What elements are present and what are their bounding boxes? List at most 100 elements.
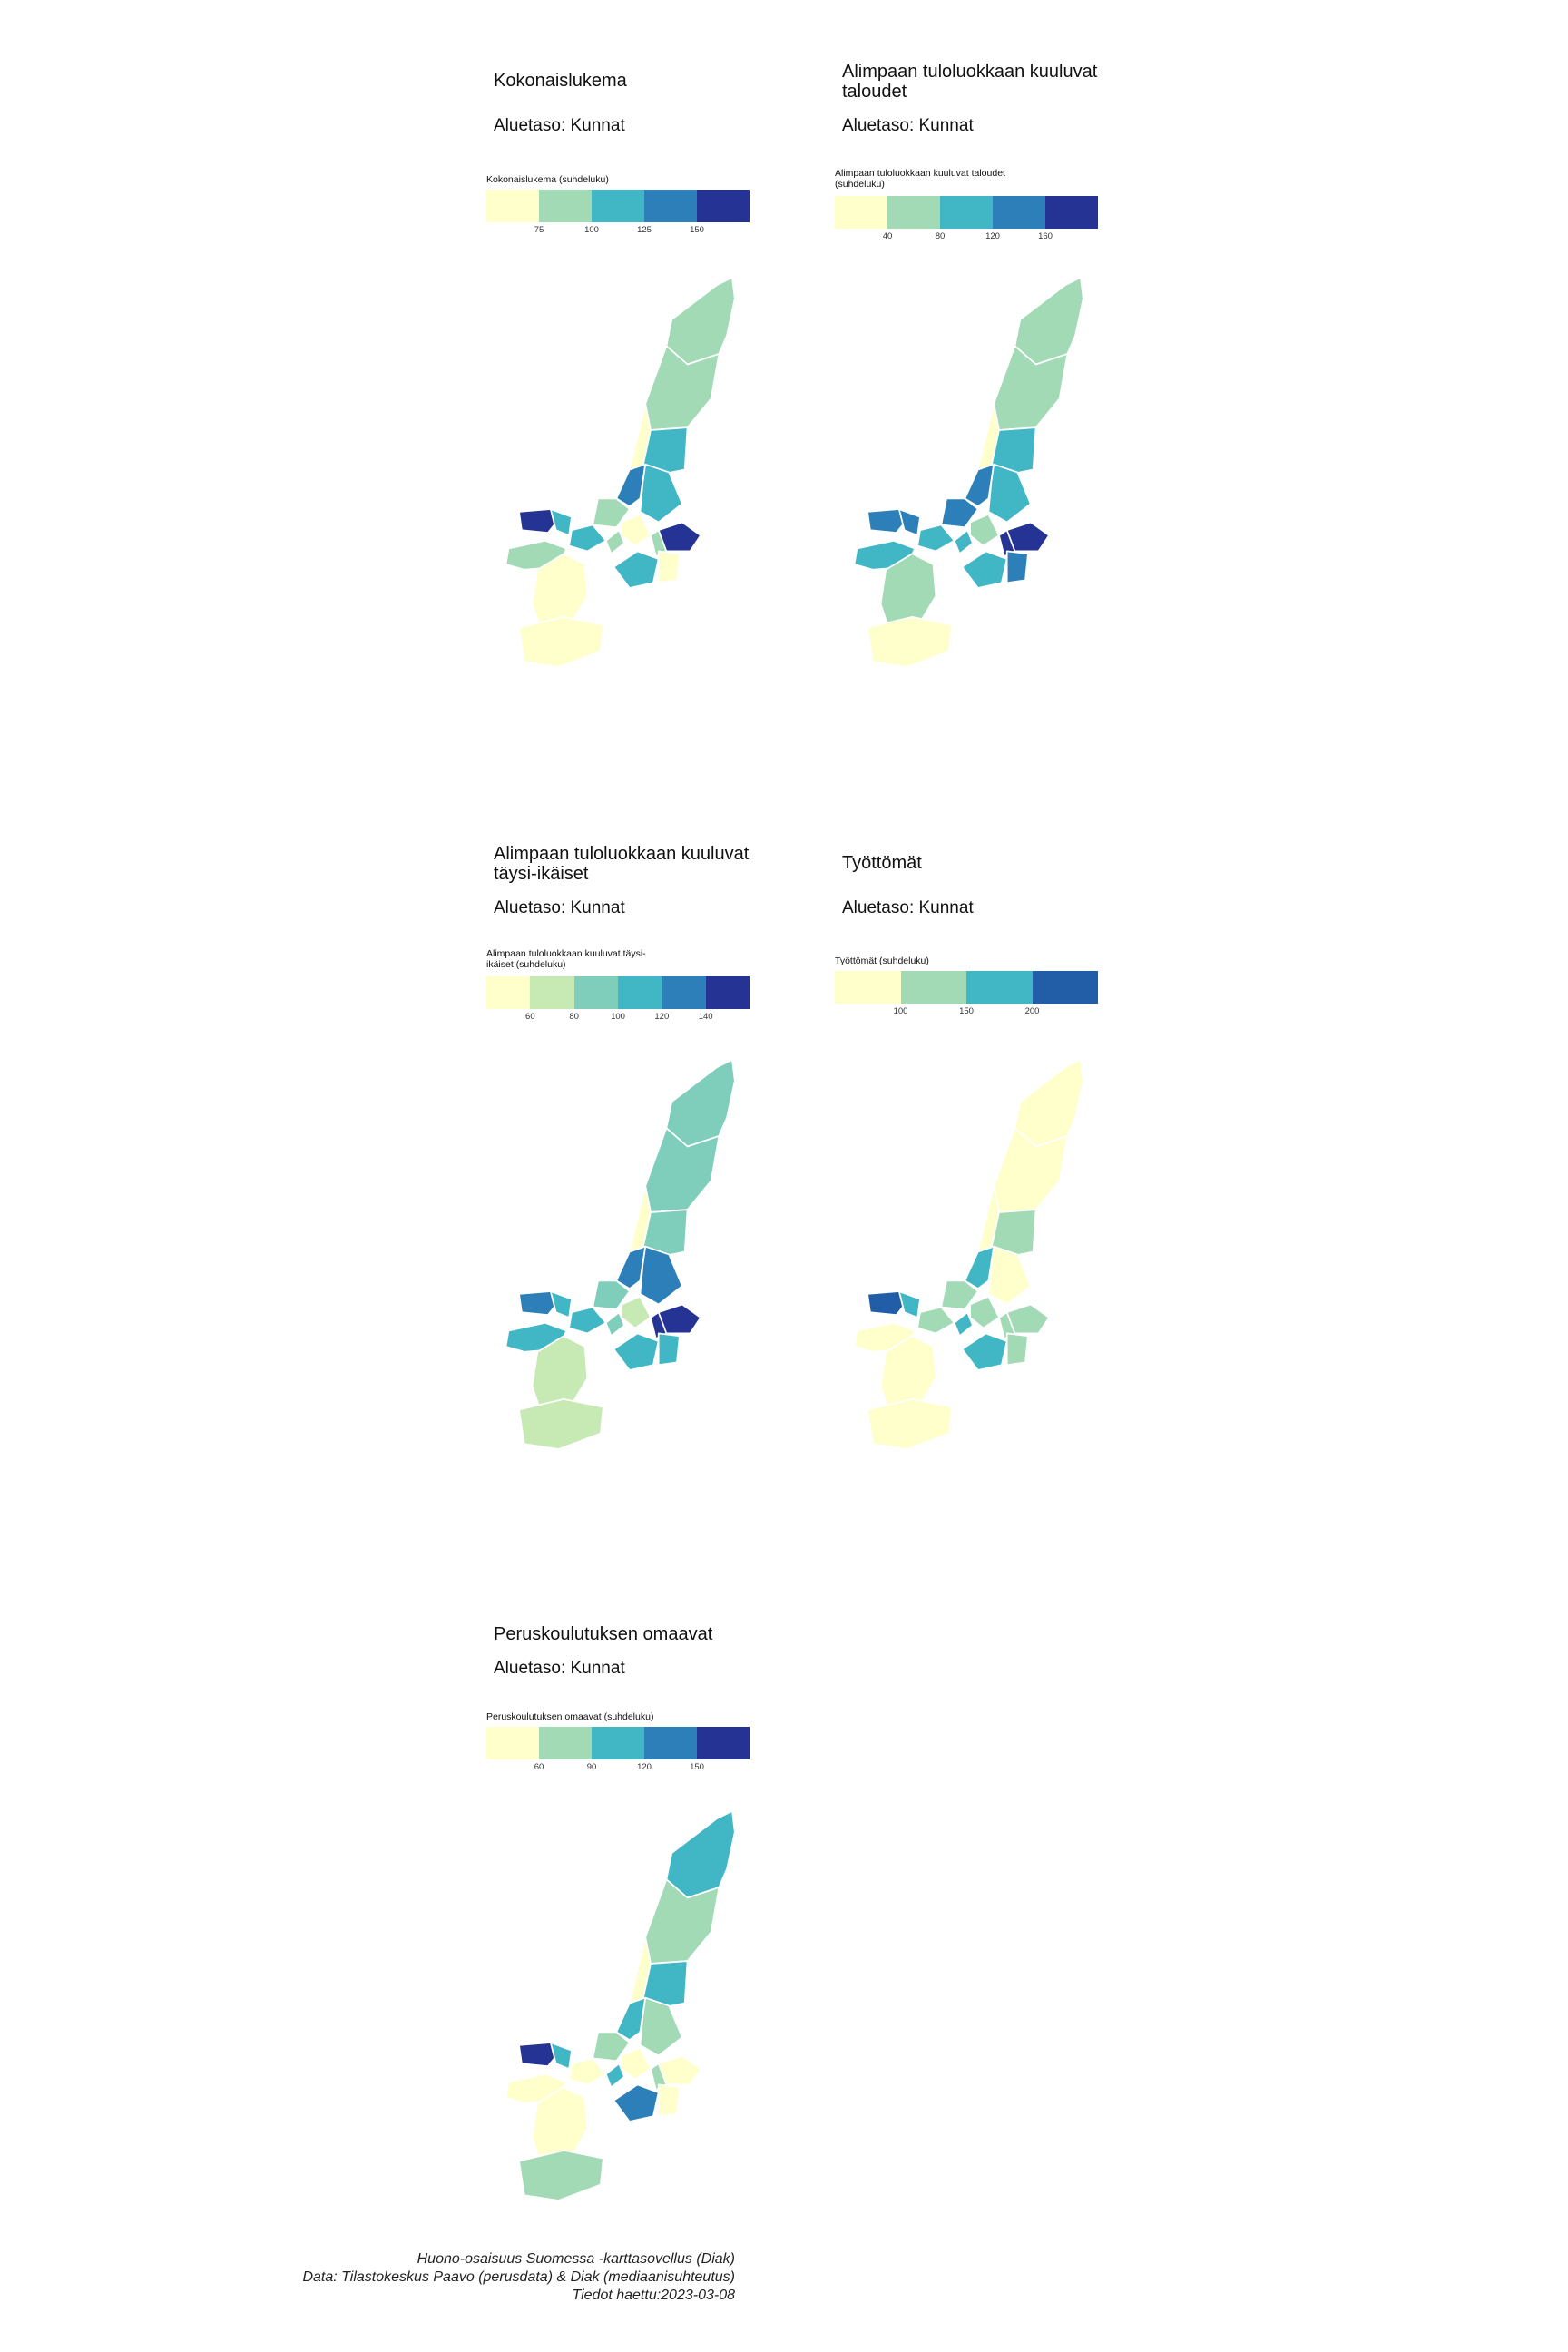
municipality-region[interactable] (615, 1996, 647, 2041)
municipality-region[interactable] (642, 1209, 689, 1259)
panel-subtitle: Aluetaso: Kunnat (494, 116, 625, 135)
municipality-region[interactable] (961, 550, 1008, 589)
legend-swatch (697, 190, 750, 222)
municipality-region[interactable] (615, 463, 647, 507)
legend-tick-label: 100 (893, 1006, 908, 1016)
legend-tick-label: 75 (534, 225, 544, 235)
municipality-region[interactable] (1014, 276, 1084, 366)
municipality-region[interactable] (1014, 1058, 1084, 1148)
municipality-region[interactable] (639, 1996, 683, 2057)
municipality-region[interactable] (665, 1809, 736, 1899)
municipality-region[interactable] (867, 616, 953, 668)
municipality-region[interactable] (650, 529, 668, 558)
municipality-region[interactable] (549, 508, 573, 536)
municipality-region[interactable] (604, 529, 625, 555)
municipality-region[interactable] (549, 2042, 573, 2070)
legend-color-bar (486, 1727, 750, 1759)
municipality-region[interactable] (998, 529, 1016, 558)
municipality-region[interactable] (990, 1209, 1037, 1259)
legend-tick-label: 60 (525, 1012, 535, 1022)
municipality-region[interactable] (518, 2150, 604, 2201)
legend-swatch (835, 971, 901, 1004)
municipality-region[interactable] (990, 426, 1037, 476)
caption-line-app: Huono-osaisuus Suomessa -karttasovellus … (416, 2251, 735, 2267)
choropleth-map (853, 1058, 1084, 1450)
legend-swatch (697, 1727, 750, 1759)
municipality-region[interactable] (867, 508, 908, 534)
municipality-region[interactable] (621, 2046, 652, 2081)
municipality-region[interactable] (916, 524, 956, 553)
municipality-region[interactable] (592, 1279, 631, 1311)
municipality-region[interactable] (650, 1311, 668, 1340)
municipality-region[interactable] (518, 508, 560, 534)
municipality-region[interactable] (998, 1311, 1016, 1340)
municipality-region[interactable] (518, 1398, 604, 1450)
municipality-region[interactable] (639, 463, 683, 524)
municipality-region[interactable] (592, 2031, 631, 2063)
choropleth-map (505, 1809, 736, 2201)
municipality-region[interactable] (961, 1332, 1008, 1371)
municipality-region[interactable] (518, 1290, 560, 1316)
municipality-region[interactable] (642, 426, 689, 476)
municipality-region[interactable] (1005, 1332, 1029, 1367)
municipality-region[interactable] (604, 1311, 625, 1338)
legend-swatch (887, 196, 940, 229)
municipality-region[interactable] (940, 1279, 979, 1311)
legend-swatch (1045, 196, 1098, 229)
municipality-region[interactable] (621, 513, 652, 547)
municipality-region[interactable] (879, 553, 937, 629)
municipality-region[interactable] (639, 1245, 683, 1306)
municipality-region[interactable] (916, 1306, 956, 1335)
municipality-region[interactable] (612, 1332, 660, 1371)
legend-tick-label: 200 (1024, 1006, 1040, 1016)
municipality-region[interactable] (612, 2083, 660, 2122)
municipality-region[interactable] (964, 463, 995, 507)
legend-swatch (644, 190, 697, 222)
municipality-region[interactable] (615, 1245, 647, 1289)
municipality-region[interactable] (897, 508, 921, 536)
municipality-region[interactable] (657, 2083, 681, 2118)
municipality-region[interactable] (657, 1332, 681, 1367)
municipality-region[interactable] (621, 1295, 652, 1329)
municipality-region[interactable] (549, 1290, 573, 1318)
municipality-region[interactable] (665, 1058, 736, 1148)
choropleth-map (505, 1058, 736, 1450)
municipality-region[interactable] (568, 1306, 607, 1335)
municipality-region[interactable] (568, 2057, 607, 2086)
legend-swatch (705, 976, 750, 1009)
municipality-region[interactable] (531, 2086, 589, 2162)
municipality-region[interactable] (612, 550, 660, 589)
municipality-region[interactable] (518, 616, 604, 668)
municipality-region[interactable] (969, 1295, 1000, 1329)
municipality-region[interactable] (964, 1245, 995, 1289)
municipality-region[interactable] (657, 550, 681, 584)
municipality-region[interactable] (642, 1960, 689, 2010)
municipality-region[interactable] (592, 497, 631, 529)
municipality-region[interactable] (940, 497, 979, 529)
municipality-region[interactable] (1005, 550, 1029, 584)
municipality-region[interactable] (953, 1311, 974, 1338)
municipality-region[interactable] (897, 1290, 921, 1318)
municipality-region[interactable] (531, 553, 589, 629)
municipality-region[interactable] (518, 2042, 560, 2067)
panel-title: Alimpaan tuloluokkaan kuuluvat täysi-ikä… (494, 844, 750, 884)
municipality-region[interactable] (650, 2063, 668, 2092)
municipality-region[interactable] (568, 524, 607, 553)
municipality-region[interactable] (953, 529, 974, 555)
municipality-region[interactable] (867, 1398, 953, 1450)
municipality-region[interactable] (969, 513, 1000, 547)
municipality-region[interactable] (879, 1335, 937, 1411)
municipality-region[interactable] (867, 1290, 908, 1316)
municipality-region[interactable] (604, 2063, 625, 2089)
municipality-region[interactable] (987, 1245, 1032, 1306)
panel-title: Työttömät (842, 853, 922, 873)
municipality-region[interactable] (531, 1335, 589, 1411)
legend-tick-label: 120 (637, 1762, 652, 1772)
choropleth-map (505, 276, 736, 668)
legend-title: Alimpaan tuloluokkaan kuuluvat täysi-ikä… (486, 948, 646, 970)
legend-ticks: 60 90 120 150 (486, 1762, 750, 1775)
municipality-region[interactable] (665, 276, 736, 366)
legend-swatch (835, 196, 887, 229)
municipality-region[interactable] (987, 463, 1032, 524)
panel-title: Alimpaan tuloluokkaan kuuluvat taloudet (842, 62, 1098, 102)
